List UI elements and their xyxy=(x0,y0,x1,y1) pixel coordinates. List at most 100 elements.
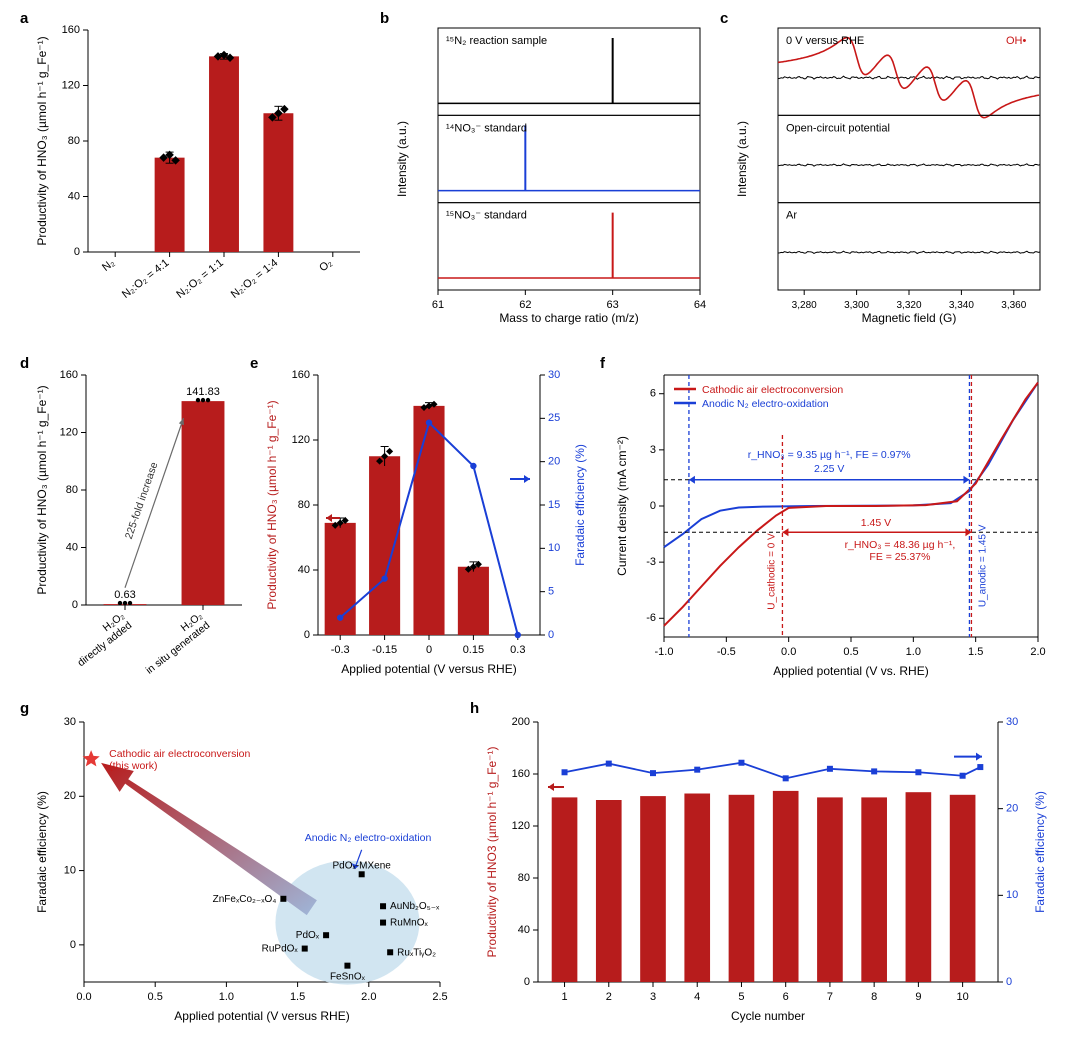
chart-h: 04080120160200010203012345678910Cycle nu… xyxy=(480,710,1050,1030)
svg-text:Cathodic air electroconversion: Cathodic air electroconversion xyxy=(702,384,843,396)
svg-text:Magnetic field (G): Magnetic field (G) xyxy=(862,311,957,325)
svg-text:Mass to charge ratio (m/z): Mass to charge ratio (m/z) xyxy=(499,311,638,325)
svg-text:Faradaic efficiency (%): Faradaic efficiency (%) xyxy=(35,791,49,913)
svg-text:Productivity of HNO₃ (µmol h⁻¹: Productivity of HNO₃ (µmol h⁻¹ g_Fe⁻¹) xyxy=(35,385,49,594)
svg-text:0.5: 0.5 xyxy=(843,646,858,658)
svg-text:25: 25 xyxy=(548,412,560,424)
chart-g: 01020300.00.51.01.52.02.5Cathodic air el… xyxy=(30,710,450,1030)
svg-text:Intensity (a.u.): Intensity (a.u.) xyxy=(395,121,409,197)
chart-d: 040801201600.63H₂O₂directly added141.83H… xyxy=(30,365,250,685)
svg-text:2.5: 2.5 xyxy=(432,991,447,1003)
svg-text:3,320: 3,320 xyxy=(896,300,921,311)
svg-text:Faradaic efficiency (%): Faradaic efficiency (%) xyxy=(1033,791,1047,913)
svg-text:0: 0 xyxy=(74,246,80,258)
svg-text:Open-circuit potential: Open-circuit potential xyxy=(786,122,890,134)
svg-text:80: 80 xyxy=(68,135,80,147)
svg-text:N₂:O₂ = 4:1: N₂:O₂ = 4:1 xyxy=(120,257,171,301)
svg-text:80: 80 xyxy=(66,484,78,496)
svg-text:20: 20 xyxy=(1006,803,1018,815)
svg-text:2.0: 2.0 xyxy=(361,991,376,1003)
svg-text:7: 7 xyxy=(827,991,833,1003)
svg-text:3,340: 3,340 xyxy=(949,300,974,311)
chart-a: 04080120160N₂N₂:O₂ = 4:1N₂:O₂ = 1:1N₂:O₂… xyxy=(30,20,370,340)
svg-text:0.15: 0.15 xyxy=(463,644,484,656)
svg-text:Productivity of HNO₃ (µmol h⁻¹: Productivity of HNO₃ (µmol h⁻¹ g_Fe⁻¹) xyxy=(265,400,279,609)
svg-text:141.83: 141.83 xyxy=(186,386,220,398)
svg-text:OH•: OH• xyxy=(1006,35,1027,47)
svg-text:40: 40 xyxy=(518,924,530,936)
svg-text:Applied potential (V vs. RHE): Applied potential (V vs. RHE) xyxy=(773,664,928,678)
svg-text:3,300: 3,300 xyxy=(844,300,869,311)
svg-text:3,360: 3,360 xyxy=(1001,300,1026,311)
svg-text:160: 160 xyxy=(60,369,78,381)
svg-text:1: 1 xyxy=(561,991,567,1003)
svg-text:30: 30 xyxy=(64,716,76,728)
svg-text:(this work): (this work) xyxy=(109,760,157,772)
svg-text:1.5: 1.5 xyxy=(968,646,983,658)
svg-text:U_cathodic = 0 V: U_cathodic = 0 V xyxy=(766,533,777,610)
svg-text:8: 8 xyxy=(871,991,877,1003)
svg-text:10: 10 xyxy=(64,864,76,876)
svg-text:120: 120 xyxy=(512,820,530,832)
svg-text:0.0: 0.0 xyxy=(781,646,796,658)
svg-text:¹⁴NO₃⁻ standard: ¹⁴NO₃⁻ standard xyxy=(446,122,527,134)
svg-text:20: 20 xyxy=(64,790,76,802)
svg-text:30: 30 xyxy=(548,369,560,381)
svg-text:Productivity of HNO₃ (µmol h⁻¹: Productivity of HNO₃ (µmol h⁻¹ g_Fe⁻¹) xyxy=(35,36,49,245)
panel-h-label: h xyxy=(470,700,479,717)
svg-text:5: 5 xyxy=(548,586,554,598)
svg-text:-1.0: -1.0 xyxy=(655,646,674,658)
svg-text:2: 2 xyxy=(606,991,612,1003)
svg-text:U_anodic = 1.45 V: U_anodic = 1.45 V xyxy=(977,524,988,607)
svg-text:0.63: 0.63 xyxy=(114,589,135,601)
svg-text:Cycle number: Cycle number xyxy=(731,1009,805,1023)
svg-text:120: 120 xyxy=(62,79,80,91)
svg-text:80: 80 xyxy=(518,872,530,884)
svg-text:Applied potential (V versus RH: Applied potential (V versus RHE) xyxy=(341,662,516,676)
panel-g-label: g xyxy=(20,700,29,717)
svg-text:0: 0 xyxy=(426,644,432,656)
svg-text:Intensity (a.u.): Intensity (a.u.) xyxy=(735,121,749,197)
panel-b-label: b xyxy=(380,10,389,27)
chart-f: -6-3036-1.0-0.50.00.51.01.52.0r_HNO₃ = 9… xyxy=(610,365,1050,685)
svg-text:ZnFeₓCo₂₋ₓO₄: ZnFeₓCo₂₋ₓO₄ xyxy=(213,894,277,905)
svg-text:20: 20 xyxy=(548,456,560,468)
svg-text:10: 10 xyxy=(956,991,968,1003)
svg-text:1.5: 1.5 xyxy=(290,991,305,1003)
svg-text:15: 15 xyxy=(548,499,560,511)
svg-text:r_HNO₃ = 48.36 µg h⁻¹,: r_HNO₃ = 48.36 µg h⁻¹, xyxy=(845,539,956,551)
svg-text:N₂:O₂ = 1:1: N₂:O₂ = 1:1 xyxy=(174,257,225,301)
svg-text:6: 6 xyxy=(650,388,656,400)
svg-text:40: 40 xyxy=(298,564,310,576)
svg-text:0: 0 xyxy=(1006,976,1012,988)
svg-text:5: 5 xyxy=(738,991,744,1003)
svg-text:-6: -6 xyxy=(646,612,656,624)
svg-text:Productivity of HNO3 (µmol h⁻¹: Productivity of HNO3 (µmol h⁻¹ g_Fe⁻¹) xyxy=(485,747,499,958)
svg-text:6: 6 xyxy=(783,991,789,1003)
svg-text:9: 9 xyxy=(915,991,921,1003)
svg-text:62: 62 xyxy=(519,299,531,311)
svg-text:-0.3: -0.3 xyxy=(331,644,350,656)
svg-text:0: 0 xyxy=(70,939,76,951)
svg-text:PdOₓ-MXene: PdOₓ-MXene xyxy=(333,860,392,871)
svg-text:N₂:O₂ = 1:4: N₂:O₂ = 1:4 xyxy=(229,257,280,301)
svg-text:0 V versus RHE: 0 V versus RHE xyxy=(786,35,864,47)
svg-text:PdOₓ: PdOₓ xyxy=(296,930,320,941)
svg-text:r_HNO₃ = 9.35 µg h⁻¹, FE = 0.9: r_HNO₃ = 9.35 µg h⁻¹, FE = 0.97% xyxy=(748,449,911,461)
svg-text:3: 3 xyxy=(650,444,656,456)
svg-text:10: 10 xyxy=(548,542,560,554)
chart-e: 04080120160051015202530-0.3-0.1500.150.3… xyxy=(260,365,590,685)
svg-text:200: 200 xyxy=(512,716,530,728)
svg-text:Applied potential (V versus RH: Applied potential (V versus RHE) xyxy=(174,1009,349,1023)
svg-text:Anodic N₂ electro-oxidation: Anodic N₂ electro-oxidation xyxy=(702,398,829,410)
svg-text:RuₓTiᵧO₂: RuₓTiᵧO₂ xyxy=(397,947,436,958)
svg-text:0: 0 xyxy=(524,976,530,988)
svg-text:¹⁵N₂ reaction sample: ¹⁵N₂ reaction sample xyxy=(446,35,547,47)
svg-text:120: 120 xyxy=(292,434,310,446)
svg-text:40: 40 xyxy=(68,190,80,202)
svg-text:-0.15: -0.15 xyxy=(372,644,397,656)
svg-text:4: 4 xyxy=(694,991,700,1003)
svg-text:O₂: O₂ xyxy=(317,257,334,274)
svg-text:1.45 V: 1.45 V xyxy=(861,517,891,529)
svg-text:FE = 25.37%: FE = 25.37% xyxy=(869,551,930,563)
